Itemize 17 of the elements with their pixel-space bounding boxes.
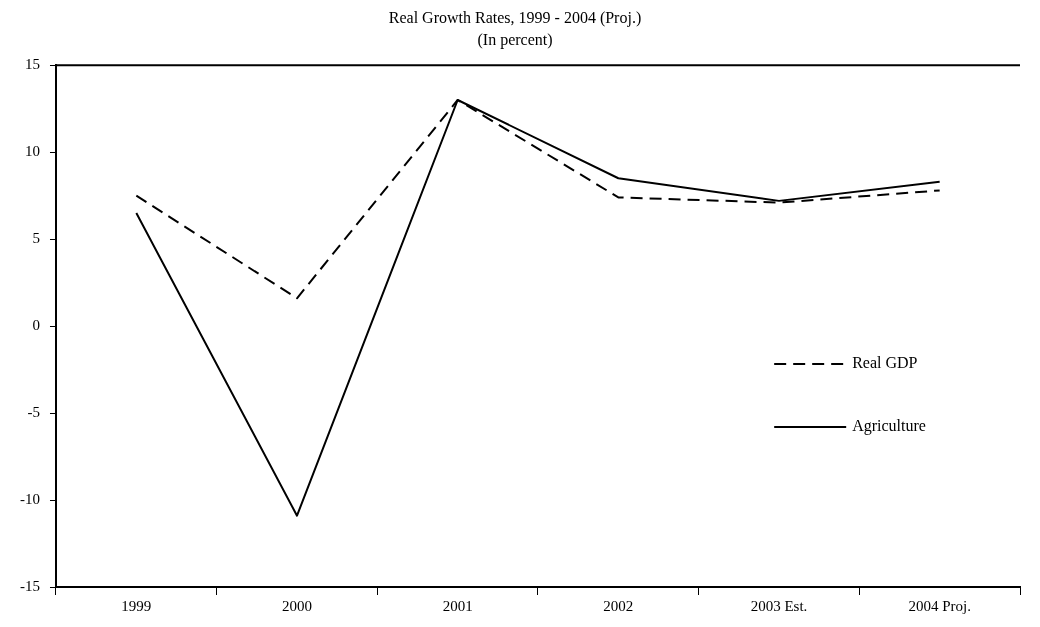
y-tick-label: 15 [25, 56, 40, 73]
y-tick-label: 0 [32, 317, 40, 334]
x-tick-label: 2003 Est. [750, 597, 808, 614]
x-tick-label: 1999 [121, 597, 152, 614]
y-tick-label: -10 [20, 490, 40, 507]
x-tick-label: 2002 [603, 597, 634, 614]
chart-subtitle: (In percent) [477, 30, 553, 49]
chart-title: Real Growth Rates, 1999 - 2004 (Proj.) [388, 9, 642, 27]
x-tick-label: 2000 [282, 597, 312, 614]
legend-label: Real GDP [852, 354, 918, 372]
x-tick-label: 2004 Proj. [908, 597, 971, 614]
x-tick-label: 2001 [442, 597, 473, 614]
y-tick-label: 5 [32, 230, 40, 247]
legend-label: Agriculture [852, 417, 926, 436]
y-tick-label: -5 [27, 404, 40, 420]
y-tick-label: -15 [20, 577, 40, 594]
y-tick-label: 10 [25, 143, 40, 160]
